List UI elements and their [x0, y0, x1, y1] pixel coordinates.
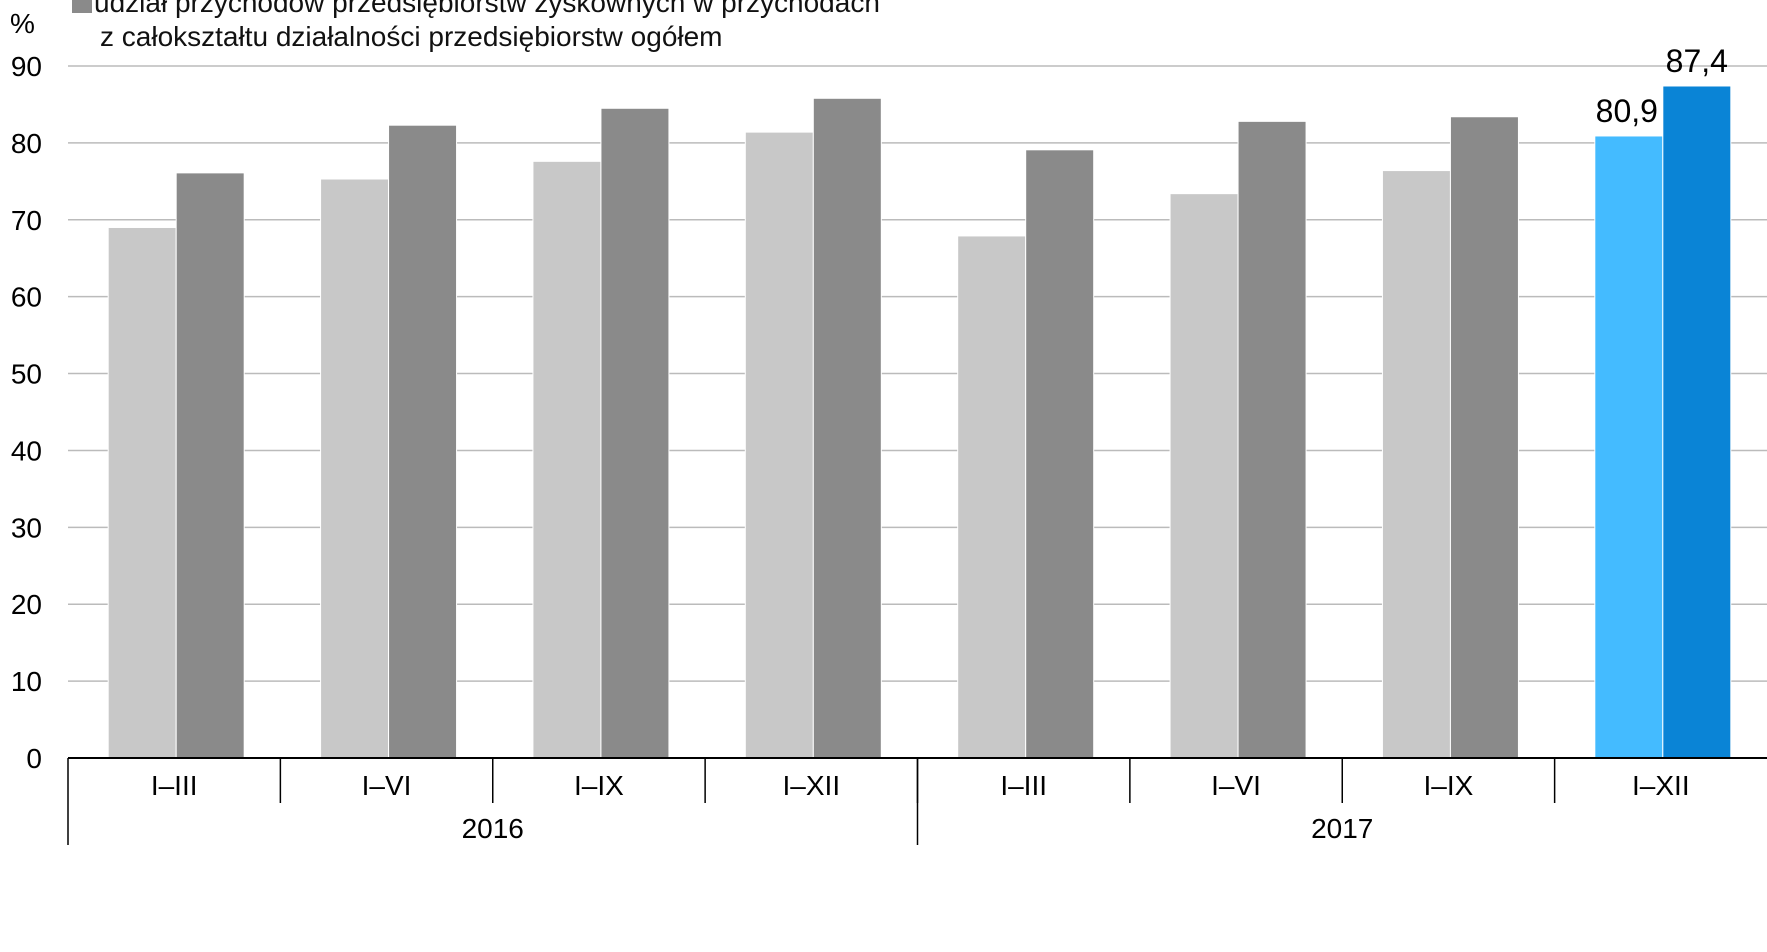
y-axis-unit: %	[10, 8, 35, 39]
legend-line-1: udział przychodów przedsiębiorstw zyskow…	[72, 0, 880, 20]
y-tick-label: 80	[11, 128, 42, 159]
x-tick-label: I–III	[151, 770, 198, 801]
legend-line-2: z całokształtu działalności przedsiębior…	[100, 21, 723, 52]
x-tick-label: I–XII	[1632, 770, 1690, 801]
group-label: 2017	[1311, 813, 1373, 844]
x-tick-label: I–VI	[362, 770, 412, 801]
x-tick-label: I–XII	[783, 770, 841, 801]
x-tick-label: I–IX	[574, 770, 624, 801]
data-label: 80,9	[1596, 93, 1658, 129]
group-label: 2016	[462, 813, 524, 844]
bar	[1381, 170, 1451, 759]
bar	[957, 235, 1027, 759]
y-tick-label: 20	[11, 589, 42, 620]
y-tick-label: 30	[11, 512, 42, 543]
bar	[175, 172, 245, 759]
bar	[1662, 85, 1732, 759]
legend: udział przychodów przedsiębiorstw zyskow…	[72, 0, 880, 54]
bar	[812, 97, 882, 759]
bar	[532, 160, 602, 759]
y-tick-label: 90	[11, 51, 42, 82]
y-tick-label: 0	[26, 743, 42, 774]
bar	[744, 131, 814, 759]
bar	[1449, 116, 1519, 759]
bar	[1169, 193, 1239, 759]
x-tick-label: I–IX	[1424, 770, 1474, 801]
bar	[388, 124, 458, 759]
bar	[600, 107, 670, 759]
y-tick-label: 50	[11, 359, 42, 390]
bar	[1594, 135, 1664, 759]
data-label: 87,4	[1666, 43, 1728, 79]
bar	[1025, 149, 1095, 759]
y-tick-label: 60	[11, 282, 42, 313]
legend-swatch	[72, 0, 92, 13]
x-tick-label: I–VI	[1211, 770, 1261, 801]
bar	[1237, 120, 1307, 759]
x-tick-label: I–III	[1000, 770, 1047, 801]
y-tick-label: 40	[11, 435, 42, 466]
legend-text-1: udział przychodów przedsiębiorstw zyskow…	[94, 0, 880, 18]
y-tick-label: 70	[11, 205, 42, 236]
y-tick-label: 10	[11, 666, 42, 697]
bar	[107, 226, 177, 759]
bar	[320, 178, 390, 759]
